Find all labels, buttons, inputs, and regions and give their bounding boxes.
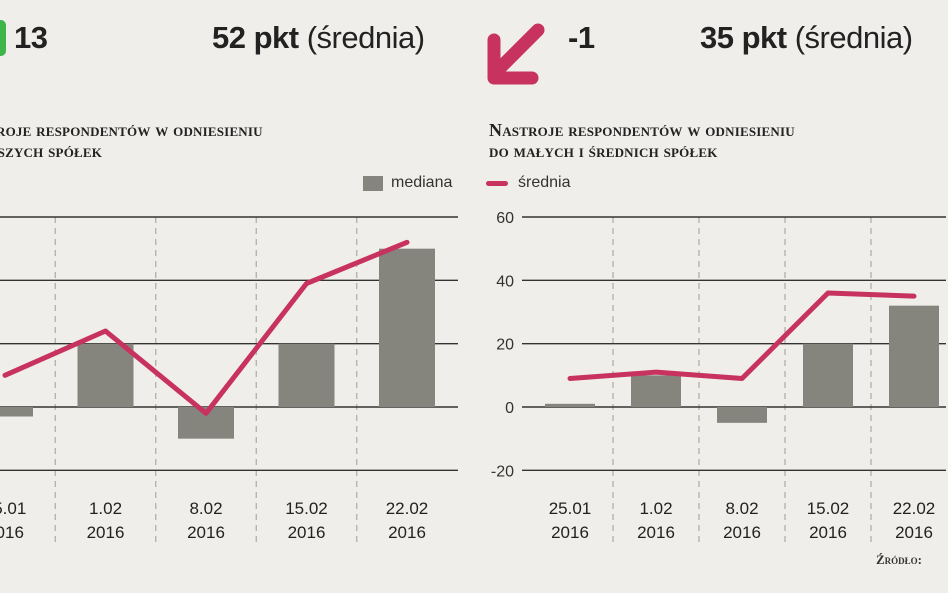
right-y-tick-label: 20 <box>496 337 514 354</box>
right-chart-title: Nastroje respondentów w odniesieniu do m… <box>489 120 795 162</box>
right-x-tick-label: 1.02 <box>639 499 672 518</box>
right-bar-mediana <box>889 305 939 407</box>
left-chart-title: roje respondentów w odniesieniu większyc… <box>0 120 263 162</box>
right-bar-mediana <box>803 343 853 407</box>
right-x-tick-label: 15.02 <box>807 499 850 518</box>
right-change-value: -1 <box>568 20 595 55</box>
right-average-points: 35 pkt <box>700 20 787 55</box>
right-y-tick-label: -20 <box>491 463 514 480</box>
left-x-tick-label: 2016 <box>87 523 125 542</box>
left-bar-mediana <box>278 343 335 407</box>
up-arrow-icon <box>0 20 6 56</box>
legend-srednia-label: średnia <box>518 174 571 191</box>
right-chart-title-line-1: Nastroje respondentów w odniesieniu <box>489 120 795 140</box>
right-x-tick-label: 2016 <box>809 523 847 542</box>
down-left-arrow-icon <box>487 23 545 85</box>
left-x-tick-label: 22.02 <box>386 499 429 518</box>
legend-mediana-swatch <box>363 176 383 191</box>
left-x-tick-label: 1.02 <box>89 499 122 518</box>
left-average-points: 52 pkt <box>212 20 299 55</box>
left-average-value: 52 pkt (średnia) <box>212 20 425 56</box>
left-average-note: (średnia) <box>306 20 425 55</box>
left-bar-mediana <box>379 248 435 407</box>
right-x-tick-label: 25.01 <box>549 499 592 518</box>
right-bar-mediana <box>545 403 595 407</box>
right-x-tick-label: 22.02 <box>893 499 936 518</box>
right-bar-mediana <box>717 407 767 423</box>
left-x-tick-label: 2016 <box>388 523 426 542</box>
left-bar-mediana <box>77 343 134 407</box>
right-line-srednia <box>567 290 917 381</box>
source-label: Źródło: <box>876 552 923 567</box>
right-bar-mediana <box>631 375 681 407</box>
legend-mediana-label: mediana <box>391 174 453 191</box>
right-x-tick-label: 2016 <box>723 523 761 542</box>
left-chart-title-line-1: roje respondentów w odniesieniu <box>0 120 263 140</box>
left-x-tick-label: 2016 <box>187 523 225 542</box>
left-x-tick-label: 8.02 <box>189 499 222 518</box>
left-x-tick-label: 2016 <box>0 523 24 542</box>
right-y-tick-label: 60 <box>496 210 514 227</box>
right-average-value: 35 pkt (średnia) <box>700 20 913 56</box>
left-x-tick-label: 25.01 <box>0 499 26 518</box>
right-x-tick-label: 2016 <box>637 523 675 542</box>
left-x-tick-label: 2016 <box>288 523 326 542</box>
right-y-tick-label: 0 <box>505 400 514 417</box>
legend-srednia-swatch <box>486 181 508 186</box>
right-chart-title-line-2: do małych i średnich spółek <box>489 141 718 161</box>
right-x-tick-label: 2016 <box>895 523 933 542</box>
right-average-note: (średnia) <box>794 20 913 55</box>
left-change-value: 13 <box>14 20 48 55</box>
left-line-srednia <box>2 239 410 416</box>
right-x-tick-label: 2016 <box>551 523 589 542</box>
right-x-tick-label: 8.02 <box>725 499 758 518</box>
left-x-tick-label: 15.02 <box>285 499 328 518</box>
left-chart-title-line-2: większych spółek <box>0 141 103 161</box>
right-y-tick-label: 40 <box>496 273 514 290</box>
left-bar-mediana <box>0 407 33 417</box>
